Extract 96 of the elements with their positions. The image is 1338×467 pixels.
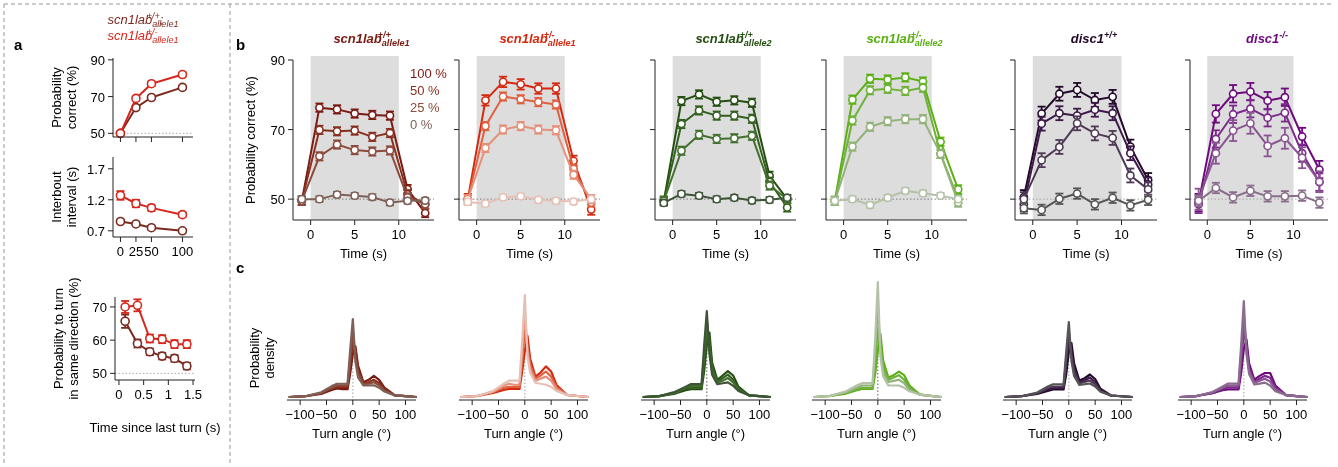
y-axis-title: Interbout interval (s) xyxy=(49,166,79,228)
x-tick-label: 0 xyxy=(307,227,315,242)
x-tick-label: 0 xyxy=(1203,227,1211,242)
x-tick-label: 0 xyxy=(1240,407,1248,422)
x-tick-label: −100 xyxy=(810,407,840,422)
x-tick-label: 100 xyxy=(566,407,589,422)
y-tick-label: 70 xyxy=(270,122,285,138)
x-axis-title: Turn angle (°) xyxy=(1202,426,1283,441)
x-tick-label: 0 xyxy=(669,227,677,242)
x-tick-label: 0 xyxy=(840,227,848,242)
x-tick-label: 5 xyxy=(1246,227,1254,242)
x-tick-label: 0 xyxy=(874,407,882,422)
y-tick-label: 70 xyxy=(90,89,105,105)
y-tick-label: 90 xyxy=(90,52,105,68)
y-tick-label: 1.2 xyxy=(86,192,105,208)
x-axis-title: Turn angle (°) xyxy=(311,426,392,441)
x-tick-label: 0 xyxy=(1065,407,1073,422)
x-tick-label: 100 xyxy=(171,244,194,259)
x-tick-label: 25 xyxy=(128,244,144,259)
y-tick-label: 50 xyxy=(92,366,107,382)
x-tick-label: 0 xyxy=(521,407,529,422)
x-tick-label: 5 xyxy=(351,227,359,242)
text: a xyxy=(14,36,23,53)
text: b xyxy=(236,36,246,53)
x-tick-label: 5 xyxy=(1073,227,1081,242)
text: 25 % xyxy=(410,100,441,115)
x-tick-label: 0 xyxy=(349,407,357,422)
x-tick-label: 0 xyxy=(473,227,481,242)
y-tick-label: 70 xyxy=(92,299,107,315)
x-tick-label: −100 xyxy=(1176,407,1206,422)
y-tick-label: 50 xyxy=(270,192,285,208)
x-tick-label: 1 xyxy=(164,387,172,402)
x-tick-label: −100 xyxy=(639,407,669,422)
x-axis-title: Turn angle (°) xyxy=(1027,426,1108,441)
chart-title: disc1$^{+/+}$ xyxy=(1070,30,1118,46)
y-tick-label: 0.7 xyxy=(86,223,105,239)
x-tick-label: 0 xyxy=(116,244,125,259)
text: 100 % xyxy=(410,66,448,81)
x-tick-label: 100 xyxy=(1110,407,1133,422)
x-tick-label: 10 xyxy=(1286,227,1301,242)
x-tick-label: 100 xyxy=(1285,407,1308,422)
x-tick-label: 50 xyxy=(371,407,387,422)
x-tick-label: 10 xyxy=(924,227,939,242)
x-tick-label: 10 xyxy=(391,227,406,242)
y-tick-label: 50 xyxy=(90,126,105,142)
x-tick-label: 50 xyxy=(896,407,912,422)
x-axis-title: Time (s) xyxy=(872,246,921,261)
x-tick-label: −50 xyxy=(487,407,510,422)
x-axis-title: Time (s) xyxy=(1062,246,1110,261)
y-axis-title: Probability correct (%) xyxy=(49,65,79,130)
y-axis-title: Probability to turn in same direction (%) xyxy=(51,277,81,400)
x-tick-label: 5 xyxy=(517,227,525,242)
chart-title: disc1$^{-/-}$ xyxy=(1246,30,1288,46)
x-tick-label: −50 xyxy=(669,407,692,422)
x-tick-label: 5 xyxy=(713,227,721,242)
x-axis-title: Time (s) xyxy=(505,246,554,261)
text: 50 % xyxy=(410,83,441,98)
y-tick-label: 90 xyxy=(270,53,285,68)
x-axis-title: Time (s) xyxy=(339,246,388,261)
y-tick-label: 1.7 xyxy=(86,161,105,177)
x-axis-title: Turn angle (°) xyxy=(665,426,746,441)
x-tick-label: 100 xyxy=(919,407,942,422)
x-tick-label: −50 xyxy=(1206,407,1229,422)
x-tick-label: 50 xyxy=(144,244,159,259)
x-tick-label: −50 xyxy=(1031,407,1054,422)
x-tick-label: −50 xyxy=(840,407,863,422)
x-tick-label: 0 xyxy=(703,407,711,422)
x-tick-label: −100 xyxy=(457,407,487,422)
x-axis-title: Turn angle (°) xyxy=(483,426,564,441)
x-tick-label: 50 xyxy=(1262,407,1278,422)
x-tick-label: −100 xyxy=(285,407,315,422)
x-tick-label: −50 xyxy=(315,407,338,422)
x-tick-label: 1.5 xyxy=(183,387,203,402)
x-tick-label: 100 xyxy=(748,407,771,422)
x-tick-label: 10 xyxy=(753,227,768,242)
x-axis-title: Time (s) xyxy=(1235,246,1283,261)
y-axis-title: Probability density xyxy=(247,327,277,389)
text: c xyxy=(236,259,245,276)
x-tick-label: 5 xyxy=(884,227,892,242)
x-axis-title: Time (s) xyxy=(701,246,750,261)
y-axis-title: Probability correct (%) xyxy=(243,76,258,204)
x-tick-label: 0 xyxy=(115,387,123,402)
x-tick-label: 0.5 xyxy=(134,387,153,402)
x-tick-label: 50 xyxy=(725,407,741,422)
x-tick-label: 100 xyxy=(394,407,417,422)
x-tick-label: −100 xyxy=(1001,407,1031,422)
x-axis-title: Turn angle (°) xyxy=(836,426,917,441)
x-tick-label: 0 xyxy=(1029,227,1037,242)
text: scn1lab$_{allele1}$$^{+/+}$; xyxy=(107,11,179,29)
x-tick-label: 50 xyxy=(543,407,559,422)
x-tick-label: 10 xyxy=(1114,227,1129,242)
x-axis-title: Time since last turn (s) xyxy=(89,420,221,435)
y-tick-label: 60 xyxy=(92,333,107,349)
text: 0 % xyxy=(410,117,433,132)
x-tick-label: 10 xyxy=(557,227,572,242)
x-tick-label: 50 xyxy=(1087,407,1103,422)
